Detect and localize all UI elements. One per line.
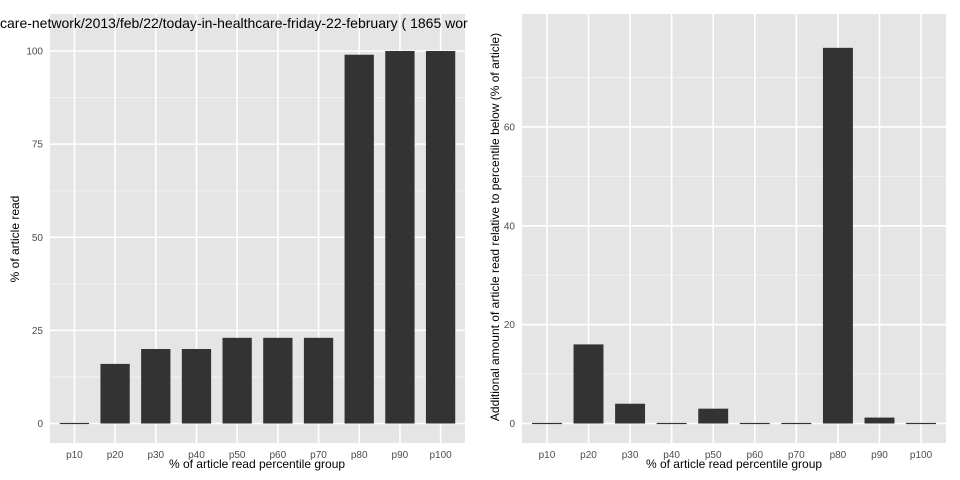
bar-p20 (100, 363, 130, 424)
x-axis-title: % of article read percentile group (646, 457, 822, 471)
x-tick-label: p70 (788, 450, 805, 461)
bar-p10 (59, 422, 90, 425)
chart-title: care-network/2013/feb/22/today-in-health… (0, 15, 468, 31)
x-tick-label: p90 (392, 450, 409, 461)
x-tick-label: p90 (871, 450, 888, 461)
x-tick-label: p60 (746, 450, 763, 461)
x-tick-label: p40 (663, 450, 680, 461)
x-tick-label: p80 (351, 450, 368, 461)
bar-p100 (906, 422, 937, 425)
x-axis-title: % of article read percentile group (169, 457, 345, 471)
bar-p60 (739, 422, 770, 425)
bar-p90 (385, 51, 415, 424)
x-tick-label: p50 (705, 450, 722, 461)
y-tick-label: 25 (32, 326, 44, 337)
x-tick-label: p10 (539, 450, 556, 461)
y-tick-label: 75 (32, 140, 44, 151)
y-tick-label: 50 (32, 233, 44, 244)
x-tick-label: p40 (188, 450, 205, 461)
bar-p90 (864, 417, 895, 424)
x-tick-label: p50 (229, 450, 246, 461)
bar-p80 (344, 54, 374, 424)
x-tick-label: p30 (147, 450, 164, 461)
bar-p80 (822, 47, 853, 424)
y-tick-label: 40 (504, 221, 516, 232)
x-tick-label: p10 (66, 450, 83, 461)
y-tick-label: 0 (509, 419, 515, 430)
bar-p70 (303, 337, 334, 424)
x-tick-label: p60 (269, 450, 286, 461)
bar-p10 (531, 422, 562, 425)
chart-left-panel: 0 25 50 75 100 p10 p20 p30 p40 p50 p60 p70 p80 p90 p10… (0, 14, 468, 471)
bar-p40 (656, 422, 687, 425)
x-tick-label: p30 (622, 450, 639, 461)
x-tick-label: p100 (429, 450, 452, 461)
x-tick-label: p100 (910, 450, 933, 461)
x-tick-label: p20 (580, 450, 597, 461)
bar-p30 (141, 349, 171, 424)
bar-p50 (698, 408, 729, 424)
y-tick-label: 0 (37, 419, 43, 430)
x-tick-label: p70 (310, 450, 327, 461)
bar-p50 (222, 337, 252, 424)
y-tick-label: 20 (504, 320, 516, 331)
bar-p60 (263, 337, 293, 424)
bar-p70 (781, 422, 812, 425)
bar-p40 (181, 349, 212, 424)
x-tick-label: p20 (107, 450, 124, 461)
bar-p30 (615, 403, 646, 424)
bar-p20 (573, 344, 604, 424)
x-tick-label: p80 (830, 450, 847, 461)
bar-p100 (425, 51, 456, 424)
chart-right-panel: 0 20 40 60 p10 p20 p30 p40 p50 p60 p70 p80 p90 p100 Ad… (488, 14, 946, 471)
y-axis-title: % of article read (8, 196, 22, 283)
y-axis-title: Additional amount of article read relati… (488, 33, 502, 421)
y-tick-label: 60 (504, 122, 516, 133)
y-tick-label: 100 (26, 47, 43, 58)
